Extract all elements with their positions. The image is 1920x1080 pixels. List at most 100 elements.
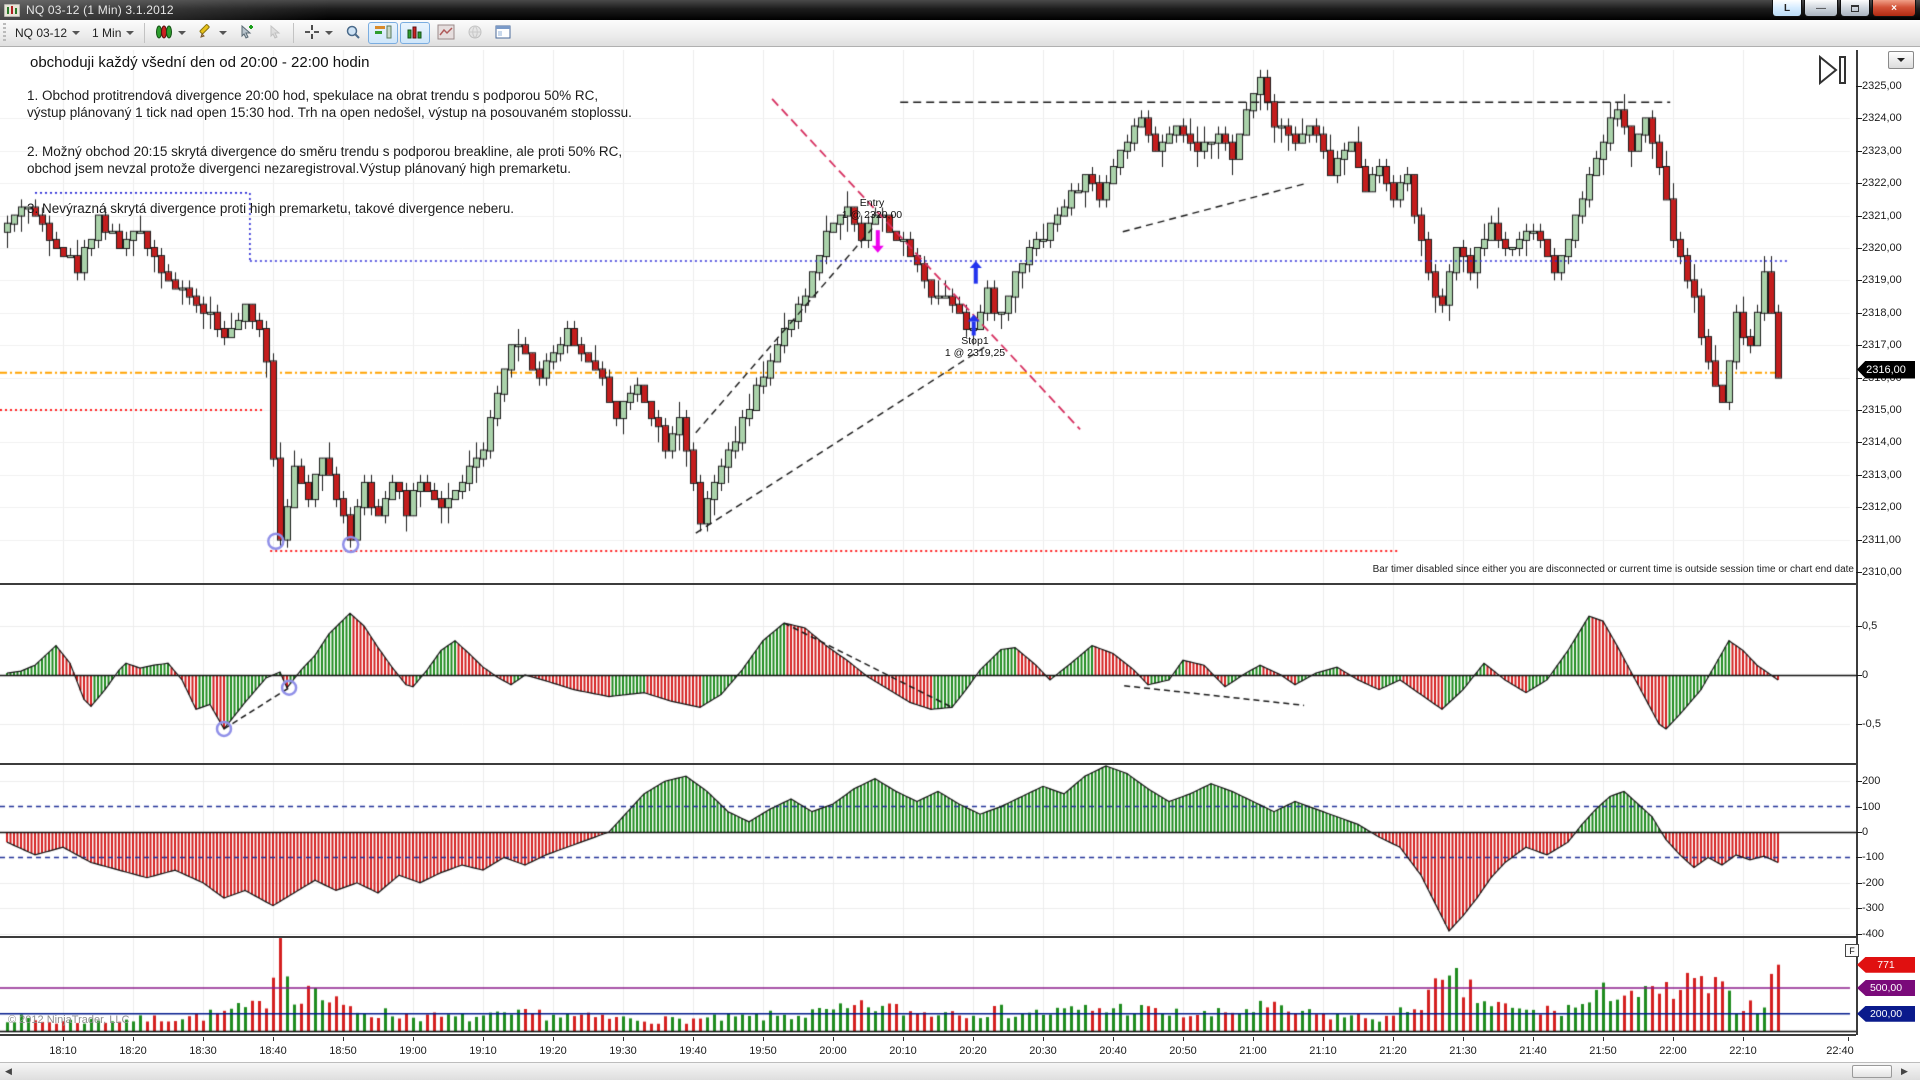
crosshair-button[interactable]	[299, 22, 338, 44]
zoom-button[interactable]	[340, 22, 366, 44]
price-panel-canvas[interactable]	[0, 50, 1856, 583]
time-axis-label: 21:50	[1589, 1045, 1617, 1057]
line-chart-icon	[437, 24, 455, 43]
oscillator-axis-tick	[1856, 626, 1862, 627]
time-axis-label: 20:20	[959, 1045, 987, 1057]
price-axis-label: 2312,00	[1862, 501, 1902, 514]
remove-object-button[interactable]	[262, 22, 288, 44]
price-axis-tick	[1856, 248, 1862, 249]
scroll-right-arrow[interactable]: ▶	[1901, 1066, 1908, 1076]
pencil-icon	[198, 23, 214, 43]
price-axis-label: 2315,00	[1862, 404, 1902, 416]
chart-style-button[interactable]	[150, 22, 191, 44]
price-axis-tick	[1856, 377, 1862, 379]
panel-separator[interactable]	[0, 763, 1856, 765]
close-button[interactable]: ×	[1872, 0, 1916, 17]
titlebar-glass	[0, 0, 330, 20]
price-axis-tick	[1856, 410, 1862, 411]
momentum-axis-tick	[1856, 857, 1862, 859]
time-axis-label: 18:10	[49, 1045, 77, 1057]
time-axis-tick	[1533, 1037, 1534, 1041]
f-indicator-button[interactable]: F	[1845, 944, 1859, 957]
add-object-button[interactable]	[234, 22, 260, 44]
price-axis-label: 2313,00	[1862, 468, 1902, 481]
momentum-panel-canvas[interactable]	[0, 765, 1856, 936]
time-axis-label: 18:30	[189, 1045, 217, 1057]
copyright-watermark: © 2012 NinjaTrader, LLC	[8, 1014, 130, 1026]
go-to-end-icon[interactable]	[1812, 54, 1854, 93]
oscillator-axis-label: -0,5	[1862, 718, 1881, 730]
time-axis-tick	[1043, 1037, 1044, 1041]
price-axis-tick	[1856, 215, 1862, 217]
chevron-down-icon	[325, 31, 334, 35]
drawing-tools-button[interactable]	[193, 22, 232, 44]
time-axis-label: 19:20	[539, 1045, 567, 1057]
instrument-label: NQ 03-12	[15, 26, 68, 40]
price-axis-tick	[1856, 118, 1862, 120]
stop-marker-label: Stop1 1 @ 2319,25	[944, 335, 1006, 359]
minimize-button[interactable]: —	[1804, 0, 1838, 17]
time-axis-tick	[203, 1037, 204, 1041]
mini-chart-button[interactable]	[432, 22, 460, 44]
maximize-button[interactable]	[1840, 0, 1870, 17]
momentum-axis-label: -400	[1862, 927, 1885, 940]
globe-button[interactable]	[462, 22, 488, 44]
scroll-left-arrow[interactable]: ◀	[5, 1066, 12, 1076]
time-axis-label: 19:50	[749, 1045, 777, 1057]
volume-panel-toggle[interactable]	[400, 22, 431, 44]
pointer-icon	[267, 24, 283, 43]
time-axis-label: 22:10	[1729, 1045, 1757, 1057]
time-axis-label: 20:10	[889, 1045, 917, 1057]
panel-icon	[495, 24, 511, 43]
oscillator-panel-canvas[interactable]	[0, 585, 1856, 763]
toolbar-separator	[293, 23, 295, 43]
scrollbar-thumb[interactable]	[1852, 1065, 1892, 1078]
bar-timer-message: Bar timer disabled since either you are …	[1372, 564, 1854, 575]
volume-panel-canvas[interactable]	[0, 938, 1856, 1033]
time-axis-tick	[1743, 1037, 1744, 1041]
toolbar: NQ 03-12 1 Min	[0, 20, 1920, 47]
price-axis-tick	[1856, 539, 1862, 541]
price-axis-label: 2324,00	[1862, 112, 1902, 125]
chevron-down-icon	[72, 31, 81, 35]
momentum-axis-label: -200	[1862, 876, 1885, 889]
time-axis-tick	[63, 1037, 64, 1041]
window-title: NQ 03-12 (1 Min) 3.1.2012	[26, 3, 174, 17]
price-axis-label: 2321,00	[1862, 209, 1902, 222]
axis-menu-button[interactable]	[1888, 51, 1914, 69]
crosshair-icon	[304, 24, 320, 43]
momentum-axis-tick	[1856, 832, 1862, 833]
momentum-axis-tick	[1856, 806, 1862, 808]
interval-selector[interactable]: 1 Min	[87, 22, 139, 44]
instrument-selector[interactable]: NQ 03-12	[10, 22, 85, 44]
oscillator-axis-tick	[1856, 675, 1862, 676]
price-axis-label: 2314,00	[1862, 436, 1902, 449]
data-box-toggle[interactable]	[368, 22, 399, 44]
chart-note-header: obchoduji každý všední den od 20:00 - 22…	[30, 54, 370, 71]
time-axis-tick	[1603, 1037, 1604, 1041]
toolbar-grip[interactable]	[3, 23, 6, 43]
chevron-down-icon	[1897, 58, 1905, 62]
chart-area[interactable]: obchoduji každý všední den od 20:00 - 22…	[0, 48, 1920, 1080]
window-layout-button[interactable]	[490, 22, 516, 44]
momentum-axis-label: 200	[1862, 775, 1881, 788]
entry-marker-label: Entry 1 @ 2320,00	[841, 197, 903, 221]
price-axis-tick	[1856, 280, 1862, 282]
momentum-axis-tick	[1856, 908, 1862, 910]
oscillator-axis-tick	[1856, 724, 1862, 725]
panel-separator[interactable]	[0, 583, 1856, 585]
momentum-axis-tick	[1856, 781, 1862, 783]
chart-note-1: 1. Obchod protitrendová divergence 20:00…	[27, 88, 632, 120]
time-axis-label: 19:00	[399, 1045, 427, 1057]
price-axis-tick	[1856, 86, 1862, 87]
time-axis-label: 21:30	[1449, 1045, 1477, 1057]
price-axis-label: 2311,00	[1862, 533, 1901, 546]
panel-separator[interactable]	[0, 936, 1856, 938]
current-price-tag: 2316,00	[1857, 360, 1915, 379]
momentum-axis-label: 100	[1862, 800, 1881, 813]
time-axis-label: 21:00	[1239, 1045, 1267, 1057]
lock-button[interactable]: L	[1772, 0, 1802, 17]
time-axis-tick	[1673, 1037, 1674, 1041]
chevron-down-icon	[126, 31, 135, 35]
horizontal-scrollbar[interactable]: ◀ ▶	[0, 1062, 1920, 1080]
